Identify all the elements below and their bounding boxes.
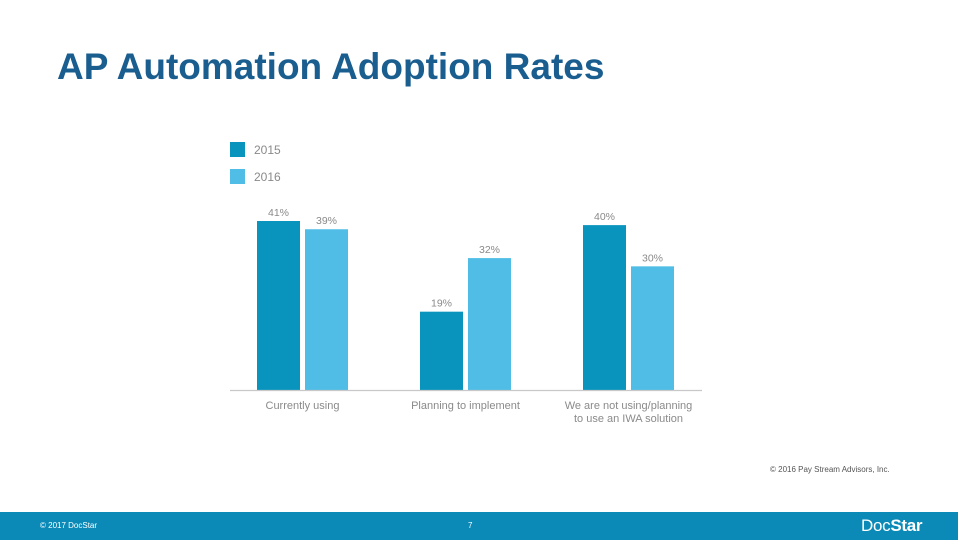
page-number: 7 [468, 521, 473, 530]
bar-2015-2 [583, 225, 626, 390]
bar-2016-1 [468, 258, 511, 390]
bar-2015-1 [420, 311, 463, 390]
category-label-2-line-1: to use an IWA solution [574, 413, 683, 425]
category-label-2-line-0: We are not using/planning [565, 400, 693, 412]
slide-title: AP Automation Adoption Rates [57, 46, 605, 87]
footer-copyright: © 2017 DocStar [40, 521, 98, 530]
data-label-2016-1: 32% [479, 244, 500, 256]
bar-2016-0 [305, 229, 348, 390]
legend-swatch-2016 [230, 169, 245, 184]
source-credit: © 2016 Pay Stream Advisors, Inc. [770, 465, 890, 474]
logo-text-doc: Doc [861, 516, 891, 535]
legend-label-2015: 2015 [254, 143, 281, 157]
data-label-2015-1: 19% [431, 298, 452, 310]
data-label-2016-0: 39% [316, 215, 337, 227]
legend-label-2016: 2016 [254, 170, 281, 184]
footer-bar: © 2017 DocStar 7 DocStar [0, 512, 958, 540]
legend-swatch-2015 [230, 142, 245, 157]
data-label-2015-0: 41% [268, 207, 289, 219]
logo-text-star: Star [890, 516, 923, 535]
bar-2015-0 [257, 221, 300, 390]
bar-2016-2 [631, 266, 674, 390]
category-label-1-line-0: Planning to implement [411, 400, 520, 412]
data-label-2016-2: 30% [642, 252, 663, 264]
data-label-2015-2: 40% [594, 211, 615, 223]
bar-chart: 2015 2016 41% 39% Currently using 19% 32% Plann… [230, 142, 702, 425]
docstar-logo: DocStar [861, 516, 923, 536]
category-label-0-line-0: Currently using [266, 400, 340, 412]
